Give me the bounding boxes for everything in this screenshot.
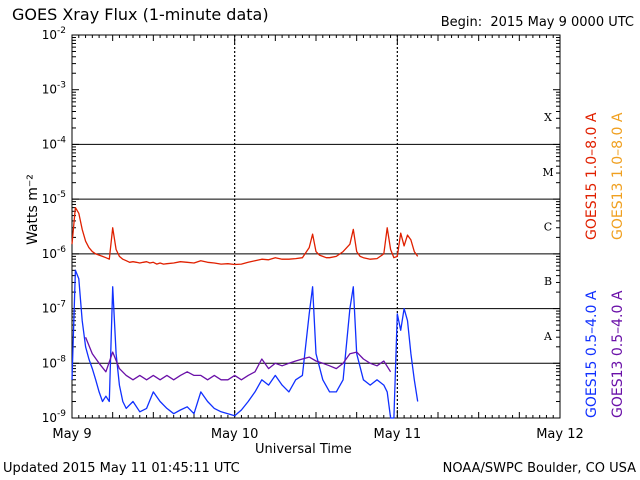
series-line-1 xyxy=(71,269,419,419)
y-tick-label: 10-5 xyxy=(42,190,66,206)
flare-class-M: M xyxy=(542,166,553,179)
x-tick-label: May 9 xyxy=(52,427,91,442)
y-tick-label: 10-6 xyxy=(42,245,67,261)
updated-label: Updated 2015 May 11 01:45:11 UTC xyxy=(3,461,240,476)
flare-class-A: A xyxy=(543,330,553,343)
credit-label: NOAA/SWPC Boulder, CO USA xyxy=(442,461,636,476)
y-tick-label: 10-8 xyxy=(42,354,67,370)
y-tick-label: 10-4 xyxy=(42,135,67,151)
series-line-2 xyxy=(84,336,392,381)
series-line-0 xyxy=(71,206,419,266)
y-tick-label: 10-9 xyxy=(42,409,67,425)
y-tick-label: 10-2 xyxy=(42,26,66,42)
y-tick-label: 10-7 xyxy=(42,300,66,316)
x-tick-label: May 12 xyxy=(536,427,584,442)
x-axis-label: Universal Time xyxy=(255,442,352,457)
begin-label: Begin: 2015 May 9 0000 UTC xyxy=(440,15,634,30)
flare-class-B: B xyxy=(544,275,552,288)
chart-title: GOES Xray Flux (1-minute data) xyxy=(12,5,269,24)
flare-class-C: C xyxy=(544,221,552,234)
x-tick-label: May 11 xyxy=(374,427,422,442)
flare-class-X: X xyxy=(544,111,552,124)
y-tick-label: 10-3 xyxy=(42,81,66,97)
x-tick-label: May 10 xyxy=(211,427,259,442)
